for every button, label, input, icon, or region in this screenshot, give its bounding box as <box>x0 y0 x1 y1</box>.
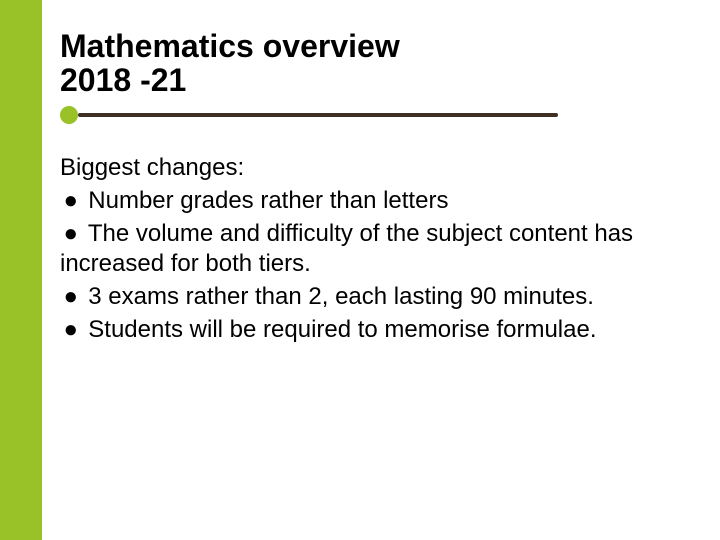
bullet-icon: ● <box>60 219 82 250</box>
slide-title: Mathematics overview 2018 -21 <box>60 30 680 97</box>
bullet-text: 3 exams rather than 2, each lasting 90 m… <box>88 283 594 310</box>
bullet-text: Number grades rather than letters <box>88 187 448 214</box>
accent-sidebar <box>0 0 42 540</box>
intro-line: Biggest changes: <box>60 153 680 184</box>
bullet-item: ● 3 exams rather than 2, each lasting 90… <box>60 282 680 313</box>
divider-dot-icon <box>60 106 78 124</box>
bullet-icon: ● <box>60 186 82 217</box>
title-line-2: 2018 -21 <box>60 62 186 98</box>
title-line-1: Mathematics overview <box>60 28 400 64</box>
bullet-item: ● Number grades rather than letters <box>60 186 680 217</box>
bullet-item: ● The volume and difficulty of the subje… <box>60 219 680 280</box>
bullet-text: The volume and difficulty of the subject… <box>60 220 633 278</box>
divider-line <box>78 113 558 117</box>
bullet-icon: ● <box>60 315 82 346</box>
body-text: Biggest changes: ● Number grades rather … <box>60 153 680 345</box>
title-divider <box>60 105 680 125</box>
slide-content: Mathematics overview 2018 -21 Biggest ch… <box>60 30 680 348</box>
bullet-text: Students will be required to memorise fo… <box>88 316 596 343</box>
bullet-icon: ● <box>60 282 82 313</box>
bullet-item: ● Students will be required to memorise … <box>60 315 680 346</box>
